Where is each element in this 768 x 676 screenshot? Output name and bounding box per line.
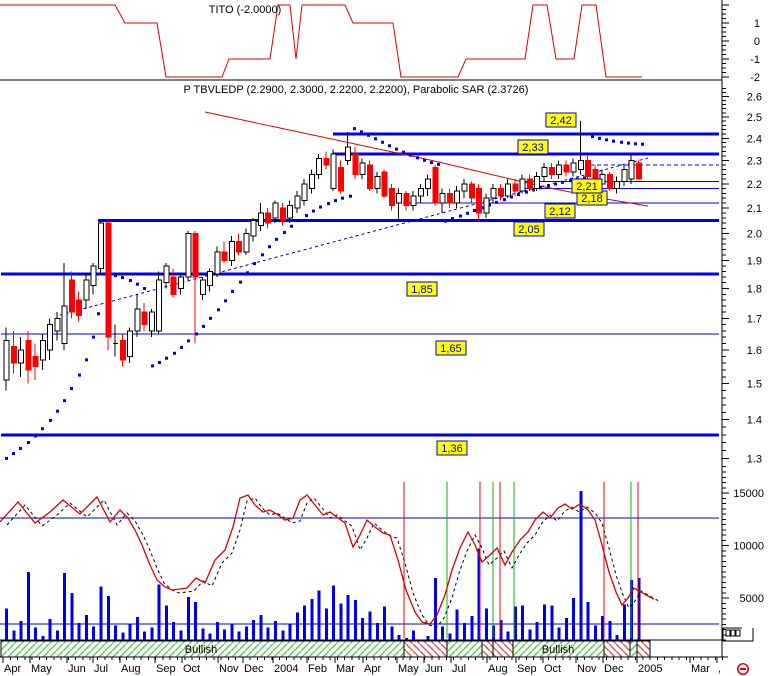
price-right-axis: 2.6 2.5 2.4 2.3 2.2 2.1 2.0 1.9 1.8 1.7 1.6 1.5 1.4 1… — [722, 88, 762, 467]
price-level-label: 1,85 — [406, 281, 438, 297]
price-axis-tick-label: 2.0 — [747, 229, 762, 241]
price-level-label: 2,05 — [513, 221, 545, 237]
x-axis-month-label: 2004 — [274, 663, 298, 675]
price-axis-tick-label: 1.8 — [747, 284, 762, 296]
x-axis-month-label: Oct — [544, 663, 561, 675]
volume-threshold-lines — [0, 517, 719, 625]
price-level-label-text: 2,21 — [576, 181, 597, 193]
x-axis-month-label: Jun — [68, 663, 86, 675]
price-chart-title: P TBVLEDP (2.2900, 2.3000, 2.2200, 2.220… — [183, 84, 529, 96]
x-axis-month-label: May — [31, 663, 52, 675]
price-level-label: 1,65 — [435, 340, 467, 356]
volume-right-axis: 15000 10000 5000 — [722, 471, 764, 641]
dashed-trendlines — [59, 157, 719, 316]
price-level-label: 2,33 — [517, 139, 549, 155]
ribbon-segment-bearish — [403, 640, 448, 658]
status-record-icon — [736, 662, 749, 675]
price-axis-tick-label: 1.3 — [747, 453, 762, 465]
x-axis-month-label: Mar — [336, 663, 355, 675]
x-axis-month-label: Sep — [156, 663, 176, 675]
price-axis-tick-label: 2.6 — [747, 92, 762, 104]
price-level-label-text: 2,05 — [518, 224, 539, 236]
x-axis-month-label: Apr — [4, 663, 21, 675]
price-level-label: 2,12 — [544, 203, 576, 219]
price-axis-tick-label: 1.6 — [747, 345, 762, 357]
volume-axis-tick-label: 10000 — [733, 541, 764, 553]
x-axis: Apr May Jun Jul Aug Sep Oct Nov Dec 2004 Feb Mar Apr… — [2, 657, 724, 675]
tito-axis-tick-label: -1 — [750, 54, 760, 66]
price-level-label-text: 2,18 — [581, 193, 602, 205]
x-axis-month-label: Jul — [94, 663, 108, 675]
volume-bars — [5, 490, 641, 640]
tito-axis-tick-label: 0 — [754, 36, 760, 48]
parabolic-sar-dots — [5, 127, 644, 460]
ribbon-segment-bearish — [636, 640, 651, 658]
x-axis-month-label: Feb — [308, 663, 327, 675]
ribbon-segment-bearish — [481, 640, 494, 658]
x-axis-month-label: Dec — [604, 663, 624, 675]
price-axis-tick-label: 1.4 — [747, 415, 762, 427]
price-level-label: 2,21 — [571, 178, 603, 194]
ribbon-segment-bearish — [492, 640, 514, 658]
tito-indicator-title: TITO (-2.0000) — [208, 4, 282, 16]
x-axis-month-label: Jul — [452, 663, 466, 675]
price-axis-tick-label: 1.7 — [747, 313, 762, 325]
signal-vertical-lines — [403, 482, 639, 638]
price-level-label-text: 1,65 — [440, 343, 461, 355]
scroll-thumbnail-widget[interactable] — [722, 627, 754, 642]
volume-axis-tick-label: 5000 — [740, 593, 764, 605]
scroll-widget-square[interactable] — [730, 629, 736, 637]
x-axis-month-label: Dec — [244, 663, 264, 675]
price-axis-tick-label: 1.9 — [747, 255, 762, 267]
x-axis-month-label: May — [398, 663, 419, 675]
x-axis-month-label: Aug — [488, 663, 508, 675]
price-level-label-text: 2,33 — [522, 142, 543, 154]
ribbon-state-label: Bullish — [542, 644, 574, 656]
support-resistance-lines — [1, 132, 719, 437]
x-axis-month-label: Apr — [364, 663, 381, 675]
ribbon-segment-bearish — [603, 640, 631, 658]
volume-axis-tick-label: 15000 — [733, 488, 764, 500]
x-axis-month-label: Nov — [219, 663, 239, 675]
ribbon-state-label: Bullish — [185, 644, 217, 656]
tito-axis-tick-label: -2 — [750, 72, 760, 84]
price-axis-tick-label: 2.2 — [747, 179, 762, 191]
price-level-label-text: 2,42 — [550, 115, 571, 127]
volume-oscillator-lines — [0, 494, 662, 628]
x-axis-month-label: Nov — [577, 663, 597, 675]
price-axis-tick-label: 2.5 — [747, 112, 762, 124]
regime-ribbon: Bullish Bullish — [0, 640, 651, 658]
tito-axis-tick-label: 1 — [754, 18, 760, 30]
price-axis-tick-label: 1.5 — [747, 379, 762, 391]
ribbon-segment-bullish — [446, 640, 483, 658]
scroll-widget-square[interactable] — [735, 629, 741, 637]
price-level-label-text: 1,36 — [441, 443, 462, 455]
x-axis-month-label: Oct — [183, 663, 200, 675]
x-axis-month-label: Aug — [121, 663, 141, 675]
x-axis-month-label: Jun — [425, 663, 443, 675]
price-level-label: 2,42 — [545, 112, 577, 128]
x-axis-month-label: , — [718, 663, 721, 675]
ribbon-segment-bullish — [629, 640, 638, 658]
price-axis-tick-label: 2.1 — [747, 203, 762, 215]
price-level-label: 1,36 — [436, 440, 468, 456]
candlesticks — [3, 121, 642, 391]
tito-right-axis: 1 0 -1 -2 — [722, 4, 760, 84]
price-level-labels: 2,42 2,33 2,182,21 2,12 2,05 1,85 1,65 1,36 — [406, 112, 608, 456]
price-level-label-text: 1,85 — [411, 284, 432, 296]
price-level-label-text: 2,12 — [549, 206, 570, 218]
price-axis-tick-label: 2.3 — [747, 156, 762, 168]
scroll-widget-frame[interactable] — [722, 628, 754, 642]
price-axis-tick-label: 2.4 — [747, 133, 762, 145]
x-axis-month-label: Sep — [517, 663, 537, 675]
x-axis-month-label: Mar — [691, 663, 710, 675]
tito-indicator-line — [0, 4, 642, 78]
x-axis-month-label: 2005 — [638, 663, 662, 675]
scroll-widget-square[interactable] — [725, 629, 731, 637]
red-circle-icon — [736, 662, 749, 675]
